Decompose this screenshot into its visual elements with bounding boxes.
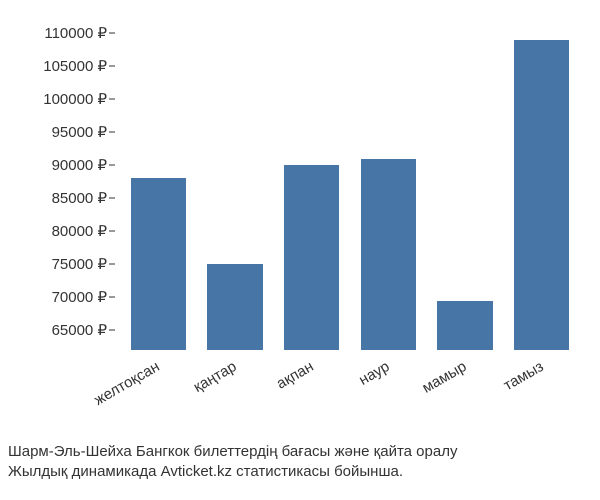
bar — [284, 165, 339, 350]
caption-line-1: Шарм-Эль-Шейха Бангкок билеттердің бағас… — [8, 442, 592, 462]
y-tick-mark — [109, 264, 115, 265]
y-tick-label: 100000 ₽ — [43, 90, 107, 108]
y-tick-mark — [109, 165, 115, 166]
y-tick-label: 85000 ₽ — [52, 189, 107, 207]
x-tick-label: қаңтар — [191, 358, 240, 396]
y-tick-mark — [109, 132, 115, 133]
bar — [131, 178, 186, 350]
y-tick-label: 110000 ₽ — [44, 24, 107, 42]
y-tick-label: 80000 ₽ — [52, 222, 107, 240]
y-tick-mark — [109, 99, 115, 100]
x-tick-label: ақпан — [273, 358, 316, 393]
y-tick-mark — [109, 66, 115, 67]
y-tick-mark — [109, 33, 115, 34]
y-tick-mark — [109, 297, 115, 298]
y-tick-label: 70000 ₽ — [52, 288, 107, 306]
x-tick-label: наур — [356, 358, 392, 389]
y-tick-mark — [109, 198, 115, 199]
y-tick-label: 65000 ₽ — [52, 321, 107, 339]
x-tick-label: тамыз — [500, 358, 546, 394]
plot-area — [120, 20, 580, 350]
y-tick-mark — [109, 330, 115, 331]
x-tick-label: мамыр — [419, 358, 469, 397]
chart-caption: Шарм-Эль-Шейха Бангкок билеттердің бағас… — [8, 442, 592, 483]
bar — [361, 159, 416, 350]
bar — [207, 264, 262, 350]
y-tick-label: 95000 ₽ — [52, 123, 107, 141]
x-axis: желтоқсанқаңтарақпаннаурмамыртамыз — [120, 350, 580, 430]
y-tick-label: 90000 ₽ — [52, 156, 107, 174]
caption-line-2: Жылдық динамикада Avticket.kz статистика… — [8, 462, 592, 482]
bar — [514, 40, 569, 350]
price-chart: 65000 ₽ 70000 ₽ 75000 ₽ 80000 ₽ 85000 ₽ 90000… — [10, 10, 590, 430]
bar — [437, 301, 492, 351]
bars-group — [120, 20, 580, 350]
y-axis: 65000 ₽ 70000 ₽ 75000 ₽ 80000 ₽ 85000 ₽ 90000… — [10, 20, 115, 350]
x-tick-label: желтоқсан — [92, 358, 163, 409]
y-tick-label: 75000 ₽ — [52, 255, 107, 273]
y-tick-mark — [109, 231, 115, 232]
y-tick-label: 105000 ₽ — [43, 57, 107, 75]
